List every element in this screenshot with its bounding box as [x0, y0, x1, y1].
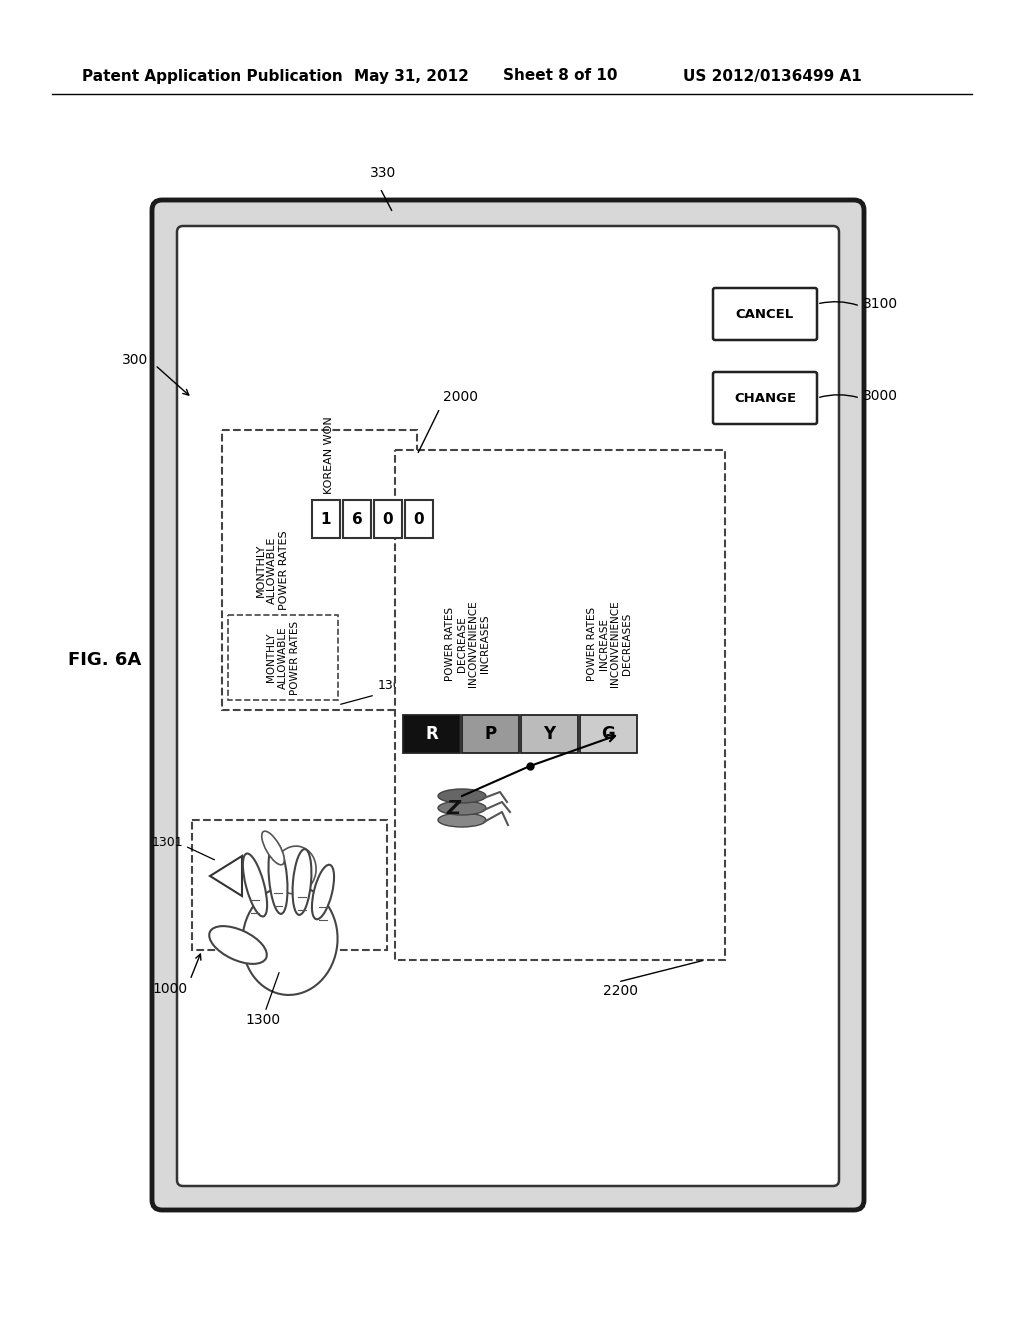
Text: 1: 1: [321, 511, 331, 527]
Ellipse shape: [268, 842, 288, 913]
Text: 3100: 3100: [863, 297, 898, 312]
Bar: [193, 820, 387, 950]
Bar: [312, 500, 340, 539]
Text: 1302: 1302: [378, 678, 410, 692]
Text: KOREAN WON: KOREAN WON: [325, 416, 335, 494]
Ellipse shape: [243, 884, 338, 995]
Text: 1000: 1000: [153, 982, 188, 997]
Text: 330: 330: [370, 166, 396, 180]
Text: MONTHLY
ALLOWABLE
POWER RATES: MONTHLY ALLOWABLE POWER RATES: [266, 620, 300, 694]
Ellipse shape: [243, 854, 267, 916]
Text: P: P: [484, 725, 497, 743]
Text: POWER RATES
INCREASE
INCONVENIENCE
DECREASES: POWER RATES INCREASE INCONVENIENCE DECRE…: [587, 601, 632, 688]
Text: FIG. 6A: FIG. 6A: [68, 651, 141, 669]
Ellipse shape: [293, 849, 311, 915]
Text: 2000: 2000: [443, 389, 478, 404]
Bar: [395, 450, 725, 960]
Text: 0: 0: [383, 511, 393, 527]
Ellipse shape: [312, 865, 334, 919]
Polygon shape: [210, 855, 242, 896]
Ellipse shape: [262, 832, 285, 865]
FancyBboxPatch shape: [713, 372, 817, 424]
Bar: [580, 715, 637, 754]
Bar: [222, 430, 417, 710]
Text: May 31, 2012: May 31, 2012: [354, 69, 469, 83]
Bar: [462, 715, 519, 754]
Text: POWER RATES
DECREASE
INCONVENIENCE
INCREASES: POWER RATES DECREASE INCONVENIENCE INCRE…: [445, 601, 490, 688]
Text: Sheet 8 of 10: Sheet 8 of 10: [503, 69, 617, 83]
Ellipse shape: [438, 801, 486, 814]
Text: 1301: 1301: [152, 837, 183, 850]
Bar: [343, 500, 371, 539]
Bar: [521, 715, 578, 754]
Ellipse shape: [438, 813, 486, 828]
Text: 2200: 2200: [602, 983, 638, 998]
Bar: [228, 615, 338, 700]
Ellipse shape: [209, 927, 267, 964]
Text: Patent Application Publication: Patent Application Publication: [82, 69, 343, 83]
Text: 1300: 1300: [246, 1012, 281, 1027]
Text: CHANGE: CHANGE: [734, 392, 796, 404]
FancyBboxPatch shape: [713, 288, 817, 341]
Bar: [406, 500, 433, 539]
Text: CANCEL: CANCEL: [736, 308, 795, 321]
Text: 0: 0: [414, 511, 424, 527]
Bar: [374, 500, 402, 539]
Text: R: R: [425, 725, 438, 743]
Text: 300: 300: [122, 352, 148, 367]
Text: Y: Y: [544, 725, 556, 743]
Text: 3000: 3000: [863, 389, 898, 403]
Ellipse shape: [438, 789, 486, 803]
Bar: [403, 715, 460, 754]
Text: Z: Z: [446, 799, 461, 817]
FancyBboxPatch shape: [152, 201, 864, 1210]
FancyBboxPatch shape: [177, 226, 839, 1185]
Text: 6: 6: [351, 511, 362, 527]
Text: US 2012/0136499 A1: US 2012/0136499 A1: [683, 69, 862, 83]
Ellipse shape: [273, 846, 316, 894]
Text: G: G: [602, 725, 615, 743]
Text: MONTHLY
ALLOWABLE
POWER RATES: MONTHLY ALLOWABLE POWER RATES: [255, 531, 289, 610]
